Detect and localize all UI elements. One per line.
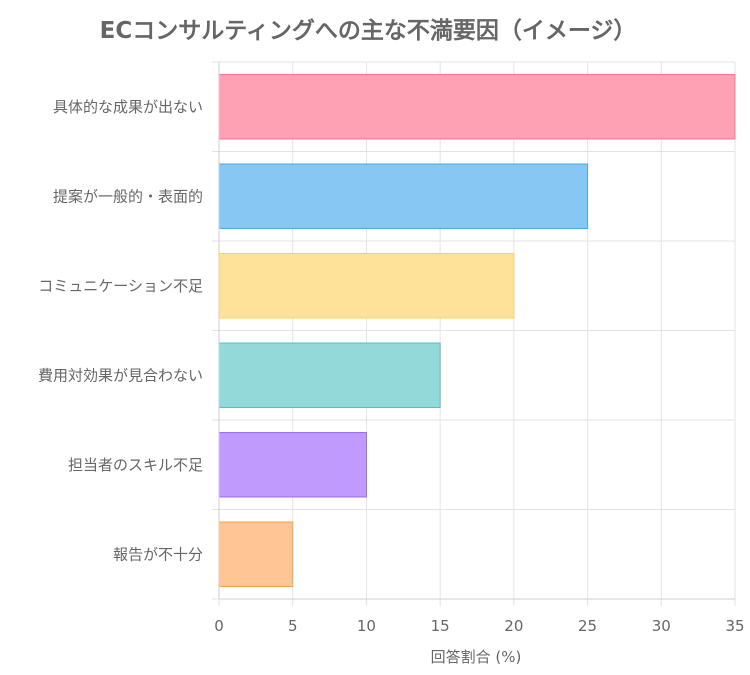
- x-tick-label: 30: [652, 617, 671, 635]
- category-label: 報告が不十分: [113, 545, 203, 563]
- x-tick-label: 10: [357, 617, 376, 635]
- category-label: 具体的な成果が出ない: [53, 98, 203, 116]
- chart-title: ECコンサルティングへの主な不満要因（イメージ）: [100, 17, 637, 44]
- gridlines: [212, 61, 736, 606]
- bar[interactable]: [218, 342, 441, 408]
- x-axis-title: 回答割合 (%): [431, 648, 522, 666]
- x-tick-label: 20: [504, 617, 523, 635]
- category-label: 提案が一般的・表面的: [53, 187, 203, 205]
- category-label: コミュニケーション不足: [38, 277, 203, 295]
- bar[interactable]: [218, 253, 515, 319]
- bar[interactable]: [218, 521, 294, 587]
- axes: [218, 62, 735, 600]
- x-tick-label: 35: [725, 617, 744, 635]
- bar[interactable]: [218, 74, 736, 140]
- category-label: 担当者のスキル不足: [68, 456, 203, 474]
- labels: 0 5 10 15 20 25 30 35 具体的な成果が出ない提案が一般的・表面的コミュニケー…: [38, 98, 745, 635]
- bar[interactable]: [218, 432, 367, 498]
- x-tick-label: 25: [578, 617, 597, 635]
- x-tick-label: 15: [431, 617, 450, 635]
- category-label: 費用対効果が見合わない: [38, 366, 203, 384]
- x-tick-label: 0: [214, 617, 224, 635]
- bar[interactable]: [218, 163, 589, 229]
- x-tick-label: 5: [288, 617, 298, 635]
- bars: [218, 74, 736, 587]
